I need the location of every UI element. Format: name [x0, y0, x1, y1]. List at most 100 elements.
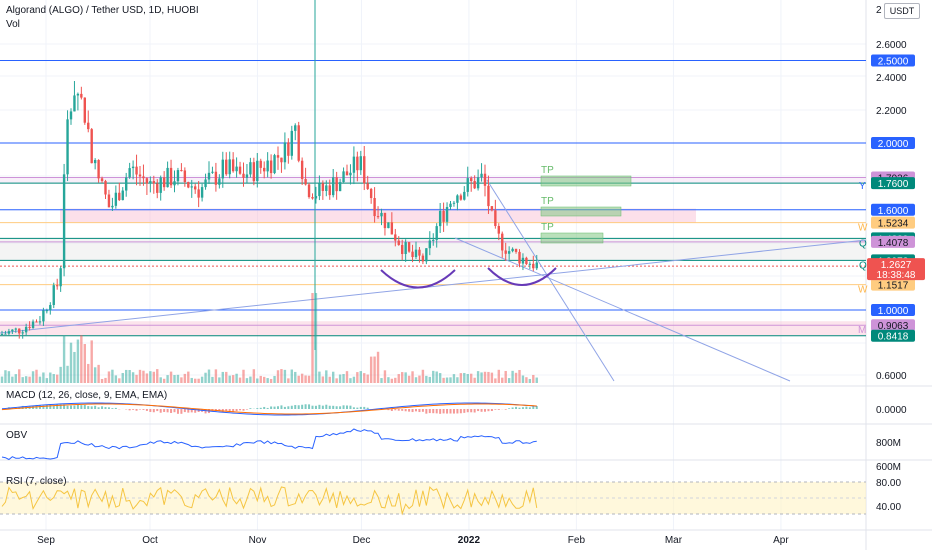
volume-bar — [187, 371, 190, 383]
candle-body — [190, 186, 193, 188]
volume-bar — [383, 370, 387, 383]
volume-bar — [183, 373, 187, 383]
level-badge — [871, 319, 915, 332]
candle-body — [152, 181, 155, 184]
volume-bar — [497, 369, 500, 383]
volume-bar — [507, 378, 511, 383]
volume-bar — [128, 370, 131, 383]
macd-hist — [308, 404, 311, 409]
macd-hist — [128, 409, 131, 411]
volume-bar — [280, 369, 283, 383]
candle-body — [442, 210, 445, 222]
candle-body — [90, 129, 93, 164]
macd-hist — [428, 409, 431, 414]
candle-body — [269, 160, 273, 174]
volume-bar — [211, 376, 214, 383]
candle-body — [128, 168, 131, 178]
volume-bar — [307, 375, 311, 383]
volume-bar — [38, 376, 42, 383]
volume-bar — [31, 371, 35, 383]
candle-body — [183, 170, 187, 183]
level-badge — [871, 278, 915, 291]
level-badge — [871, 177, 915, 190]
volume-bar — [7, 371, 11, 383]
macd-hist — [277, 406, 279, 409]
candle-body — [411, 251, 414, 258]
candle-body — [449, 203, 452, 208]
macd-hist — [114, 407, 117, 409]
volume-bar — [214, 369, 218, 383]
level-marker: M — [858, 325, 866, 336]
candle-body — [356, 156, 359, 171]
level-marker: W — [858, 223, 868, 234]
candle-body — [80, 93, 83, 98]
highlight-zones — [0, 177, 866, 336]
volume-bar — [24, 376, 28, 383]
volume-bar — [342, 374, 345, 383]
candle-body — [218, 178, 221, 185]
volume-bar — [114, 375, 118, 383]
macd-hist — [170, 409, 173, 413]
rsi-tick: 40.00 — [876, 502, 901, 513]
macd-hist — [287, 406, 290, 409]
candle-body — [518, 251, 521, 264]
candle-body — [345, 171, 349, 176]
volume-bar — [87, 363, 90, 383]
trend-lines[interactable] — [0, 0, 867, 382]
volume-bar — [414, 377, 418, 383]
horizontal-levels[interactable]: 2.50002.00001.79361.76001.60001.52341.42… — [0, 54, 925, 343]
candle-body — [131, 166, 135, 169]
macd-hist — [528, 407, 531, 409]
macd-hist — [504, 409, 507, 410]
volume-bar — [107, 371, 111, 383]
macd-hist — [194, 409, 197, 413]
candle-body — [380, 212, 383, 217]
macd-hist — [411, 409, 414, 413]
volume-bar — [328, 376, 331, 383]
take-profit-zones[interactable]: TP TP TP — [540, 165, 632, 244]
price-axis[interactable]: 2.6000 2.4000 2.2000 0.6000 — [876, 40, 907, 382]
macd-hist — [511, 407, 514, 409]
macd-hist — [225, 409, 228, 412]
candle-body — [435, 226, 438, 240]
tp-box — [540, 175, 632, 187]
volume-bar — [314, 293, 318, 383]
candle-body — [401, 244, 404, 254]
currency-button[interactable]: USDT — [884, 3, 920, 19]
volume-bar — [521, 375, 525, 383]
candle-body — [452, 202, 456, 204]
macd-hist — [359, 406, 362, 409]
macd-hist — [473, 409, 476, 413]
candle-body — [121, 190, 124, 201]
volume-bar — [532, 374, 535, 383]
macd-hist — [387, 409, 390, 411]
volume-bar — [45, 378, 49, 383]
candle-body — [207, 172, 211, 180]
candle-body — [197, 189, 200, 198]
volume-bar — [397, 374, 400, 383]
candle-body — [297, 125, 300, 161]
level-badge-label: 1.5234 — [878, 219, 909, 230]
steep-trendline — [486, 179, 615, 382]
volume-bar — [504, 370, 507, 383]
level-badge — [871, 137, 915, 149]
volume-bar — [56, 374, 59, 383]
time-label: Nov — [249, 535, 267, 546]
tp-label: TP — [541, 196, 554, 207]
macd-hist — [263, 406, 266, 409]
volume-bar — [525, 377, 528, 383]
level-badge-label: 2.5000 — [878, 57, 909, 68]
volume-bar — [476, 371, 480, 383]
volume-bar — [231, 375, 235, 383]
candle-body — [0, 333, 4, 335]
time-axis[interactable]: Sep Oct Nov Dec 2022 Feb Mar Apr — [37, 535, 789, 546]
macd-hist — [76, 404, 79, 409]
candle-body — [342, 171, 345, 183]
volume-bar — [276, 370, 280, 383]
volume-bar — [325, 370, 328, 383]
macd-hist — [70, 405, 72, 409]
rounded-bottom-arcs[interactable] — [380, 267, 557, 289]
volume-bar — [432, 370, 435, 383]
candle-body — [438, 210, 442, 227]
